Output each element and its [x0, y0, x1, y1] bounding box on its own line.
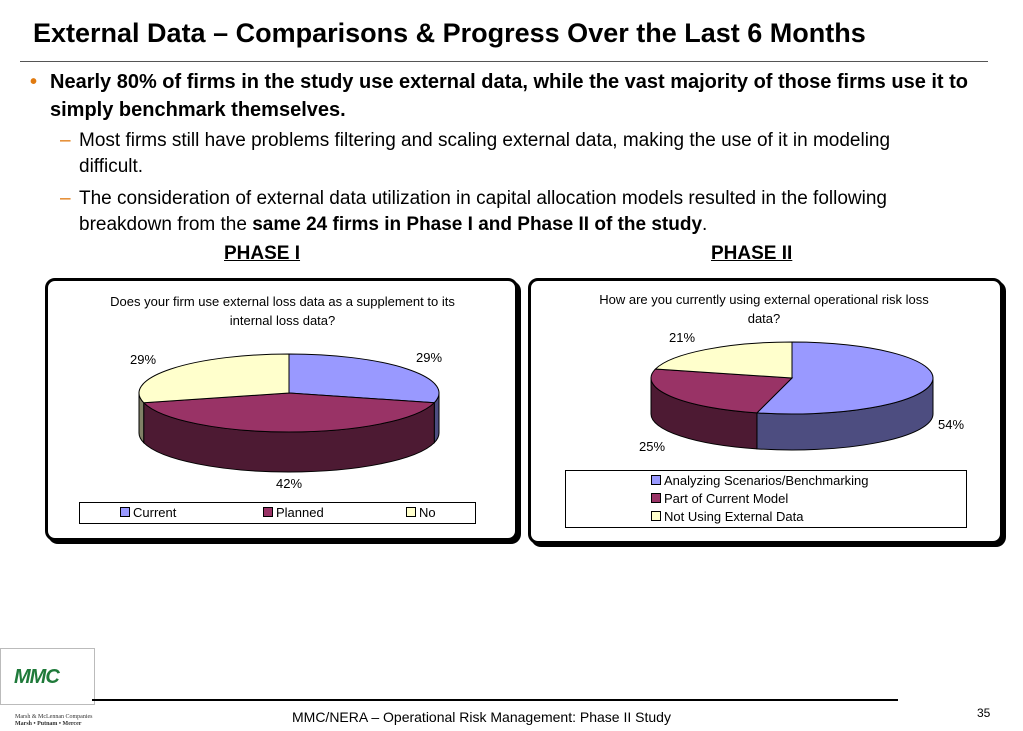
sub-bullet-1-text: Most firms still have problems filtering… [79, 130, 891, 177]
phase2-value-label-not-using: 21% [669, 330, 696, 345]
legend-swatch [651, 511, 661, 521]
page-number: 35 [977, 706, 991, 720]
sub-bullet-2: – The consideration of external data uti… [60, 186, 940, 238]
legend-item-current: Current [120, 505, 176, 520]
legend-swatch [120, 507, 130, 517]
footer-divider [92, 699, 898, 701]
sub-bullet-1: – Most firms still have problems filteri… [60, 128, 940, 180]
sub-bullet-2-text: The consideration of external data utili… [79, 186, 940, 238]
pie-slice-planned [142, 392, 436, 433]
main-bullet: • Nearly 80% of firms in the study use e… [30, 68, 970, 124]
sub-bullet-marker: – [60, 130, 71, 151]
legend-label: Not Using External Data [664, 509, 804, 524]
legend-item-part-of-model: Part of Current Model [651, 491, 788, 506]
legend-label: Planned [276, 505, 324, 520]
sub-bullet-2-tail: . [702, 214, 708, 235]
phase1-value-label-planned: 42% [276, 476, 303, 491]
logo-frame [0, 648, 95, 705]
legend-item-planned: Planned [263, 505, 324, 520]
sub-bullet-2-lead: The consideration of external data utili… [79, 188, 887, 235]
phase1-heading: PHASE I [224, 243, 301, 264]
phase1-pie [138, 353, 440, 473]
pie-slice-analyzing [755, 341, 934, 415]
legend-swatch [651, 475, 661, 485]
legend-label: Part of Current Model [664, 491, 789, 506]
main-bullet-text: Nearly 80% of firms in the study use ext… [50, 71, 969, 121]
legend-item-analyzing: Analyzing Scenarios/Benchmarking [651, 473, 869, 488]
phase1-question: Does your firm use external loss data as… [110, 294, 455, 328]
legend-item-no: No [406, 505, 436, 520]
pie-slice-not-using [654, 341, 793, 379]
legend-item-not-using: Not Using External Data [651, 509, 803, 524]
slide-title: External Data – Comparisons & Progress O… [33, 18, 866, 48]
phase1-legend: Current Planned No [79, 502, 476, 524]
phase2-pie [650, 341, 934, 451]
logo-company-line: Marsh & McLennan Companies [15, 714, 93, 720]
sub-bullet-marker: – [60, 188, 71, 209]
pie-slice-no [138, 353, 290, 404]
phase1-value-label-no: 29% [130, 352, 157, 367]
legend-label: No [419, 505, 436, 520]
legend-swatch [263, 507, 273, 517]
legend-label: Current [133, 505, 177, 520]
title-divider [20, 61, 988, 62]
mmc-logo: MMC [14, 666, 60, 688]
phase2-heading: PHASE II [711, 243, 793, 264]
phase2-value-label-analyzing: 54% [938, 417, 965, 432]
sub-bullet-2-bold: same 24 firms in Phase I and Phase II of… [252, 214, 703, 235]
bullet-marker: • [30, 71, 38, 93]
phase2-value-label-part: 25% [639, 439, 666, 454]
logo-brands-line: Marsh • Putnam • Mercer [15, 721, 82, 727]
pie-slice-current [288, 353, 440, 404]
legend-swatch [651, 493, 661, 503]
phase2-question: How are you currently using external ope… [599, 292, 929, 326]
legend-swatch [406, 507, 416, 517]
phase2-legend: Analyzing Scenarios/Benchmarking Part of… [565, 470, 967, 528]
pie-slice-part-of-model [650, 368, 794, 414]
footer-text: MMC/NERA – Operational Risk Management: … [292, 709, 671, 725]
legend-label: Analyzing Scenarios/Benchmarking [664, 473, 869, 488]
phase1-value-label-current: 29% [416, 350, 443, 365]
